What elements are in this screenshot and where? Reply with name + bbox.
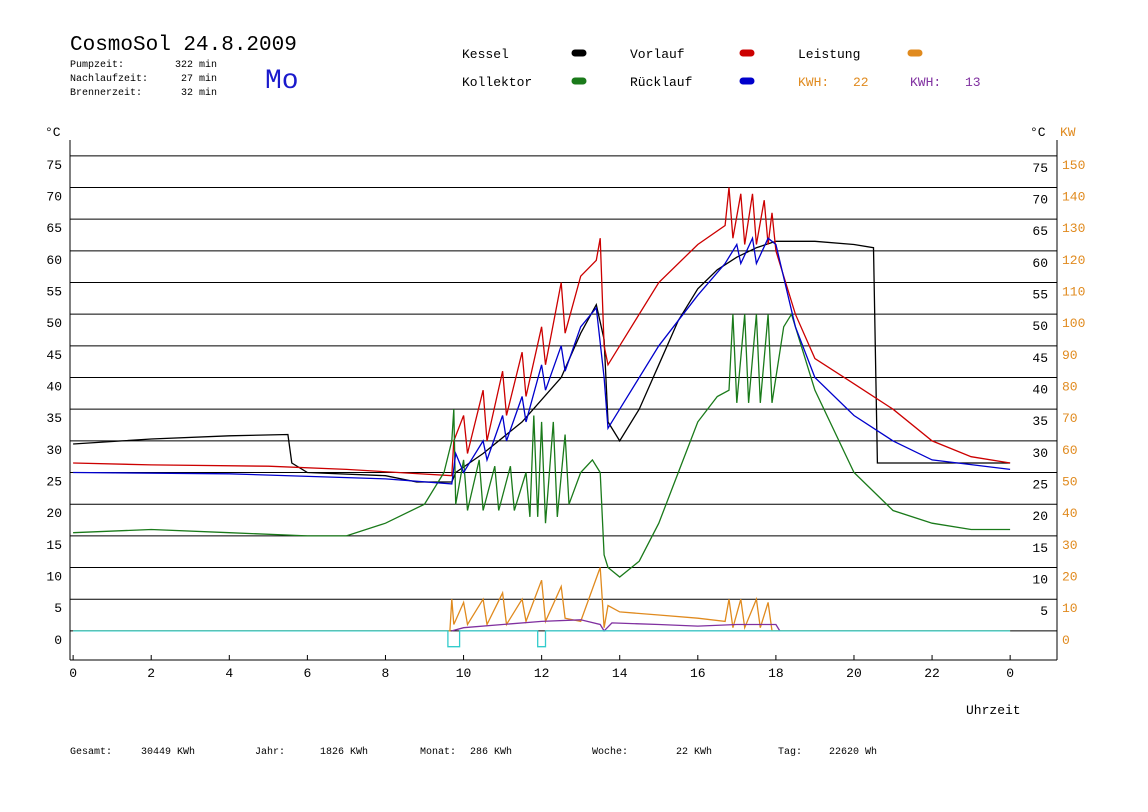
x-tick-label: 16 [690, 666, 706, 681]
footer-value: 286 KWh [470, 746, 512, 758]
x-tick-label: 22 [924, 666, 940, 681]
y-tick-label: 10 [46, 570, 62, 585]
x-tick-label: 18 [768, 666, 784, 681]
legend-label: Kollektor [462, 75, 532, 90]
y2-tick-label: 0 [1062, 633, 1070, 648]
y-tick-label-right: 55 [1032, 288, 1048, 303]
y-tick-label-right: 20 [1032, 509, 1048, 524]
x-tick-label: 2 [147, 666, 155, 681]
y-tick-label: 70 [46, 190, 62, 205]
series-line [73, 312, 1011, 578]
kwh-value: 22 [853, 75, 869, 90]
y2-tick-label: 110 [1062, 285, 1085, 300]
footer-label: Jahr: [255, 746, 285, 758]
y-tick-label: 55 [46, 285, 62, 300]
y-tick-label: 5 [54, 601, 62, 616]
y-tick-label: 60 [46, 253, 62, 268]
info-value: 27 min [181, 73, 217, 85]
y2-tick-label: 70 [1062, 411, 1078, 426]
y2-tick-label: 120 [1062, 253, 1085, 268]
y-tick-label-right: 45 [1032, 351, 1048, 366]
series-line [73, 630, 1011, 648]
footer-label: Monat: [420, 747, 456, 758]
y2-unit: KW [1060, 125, 1076, 140]
legend-label: Vorlauf [630, 47, 685, 62]
y-tick-label-right: 65 [1032, 224, 1048, 239]
info-value: 32 min [181, 87, 217, 99]
y-tick-label-right: 35 [1032, 414, 1048, 429]
day-label: Mo [265, 66, 299, 97]
y-tick-label-right: 60 [1032, 256, 1048, 271]
footer-value: 22620 Wh [829, 746, 877, 758]
y2-tick-label: 100 [1062, 316, 1085, 331]
y-tick-label-right: 10 [1032, 573, 1048, 588]
y-tick-label: 50 [46, 316, 62, 331]
series-line [73, 567, 1011, 632]
y-tick-label: 15 [46, 538, 62, 553]
kwh-value: 13 [965, 75, 981, 90]
footer-value: 22 KWh [676, 746, 712, 758]
y-tick-label-right: 70 [1032, 193, 1048, 208]
y2-tick-label: 90 [1062, 348, 1078, 363]
y-tick-label-right: 25 [1032, 478, 1048, 493]
y-tick-label: 40 [46, 380, 62, 395]
y-tick-label: 0 [54, 633, 62, 648]
x-tick-label: 20 [846, 666, 862, 681]
series-line [451, 619, 781, 632]
y-tick-label: 45 [46, 348, 62, 363]
y-tick-label: 35 [46, 411, 62, 426]
y2-tick-label: 10 [1062, 601, 1078, 616]
info-label: Brennerzeit: [70, 87, 142, 99]
footer-value: 1826 KWh [320, 746, 368, 758]
x-tick-label: 12 [534, 666, 550, 681]
y2-tick-label: 20 [1062, 570, 1078, 585]
y-tick-label: 20 [46, 506, 62, 521]
footer-label: Woche: [592, 746, 628, 758]
chart-title: CosmoSol 24.8.2009 [70, 34, 297, 57]
footer-label: Gesamt: [70, 747, 112, 758]
x-tick-label: 4 [225, 666, 233, 681]
x-tick-label: 0 [69, 666, 77, 681]
y-tick-label: 25 [46, 475, 62, 490]
x-tick-label: 0 [1006, 666, 1014, 681]
y-tick-label: 65 [46, 221, 62, 236]
series-line [73, 235, 1011, 485]
x-tick-label: 8 [382, 666, 390, 681]
y-tick-label-right: 30 [1032, 446, 1048, 461]
y2-tick-label: 50 [1062, 475, 1078, 490]
y2-tick-label: 130 [1062, 221, 1085, 236]
series-line [73, 240, 1011, 483]
x-tick-label: 10 [456, 666, 472, 681]
y2-tick-label: 150 [1062, 158, 1085, 173]
y-tick-label: 75 [46, 158, 62, 173]
y-tick-label-right: 75 [1032, 161, 1048, 176]
y-unit-right: °C [1030, 125, 1046, 140]
y-unit: °C [45, 125, 61, 140]
info-value: 322 min [175, 59, 217, 71]
info-label: Pumpzeit: [70, 59, 124, 71]
y-tick-label: 30 [46, 443, 62, 458]
x-tick-label: 14 [612, 666, 628, 681]
kwh-label: KWH: [910, 75, 941, 90]
footer-value: 30449 KWh [141, 746, 195, 758]
legend-label: Rücklauf [630, 75, 692, 90]
legend-label: Kessel [462, 47, 509, 62]
y2-tick-label: 60 [1062, 443, 1078, 458]
y2-tick-label: 140 [1062, 190, 1085, 205]
y2-tick-label: 80 [1062, 380, 1078, 395]
legend-label: Leistung [798, 47, 860, 62]
footer-label: Tag: [778, 747, 802, 758]
info-label: Nachlaufzeit: [70, 73, 148, 85]
x-axis-label: Uhrzeit [966, 703, 1021, 718]
y-tick-label-right: 50 [1032, 319, 1048, 334]
x-tick-label: 6 [303, 666, 311, 681]
y-tick-label-right: 15 [1032, 541, 1048, 556]
y-tick-label-right: 40 [1032, 383, 1048, 398]
y-tick-label-right: 5 [1040, 604, 1048, 619]
y2-tick-label: 40 [1062, 506, 1078, 521]
kwh-label: KWH: [798, 75, 829, 90]
y2-tick-label: 30 [1062, 538, 1078, 553]
